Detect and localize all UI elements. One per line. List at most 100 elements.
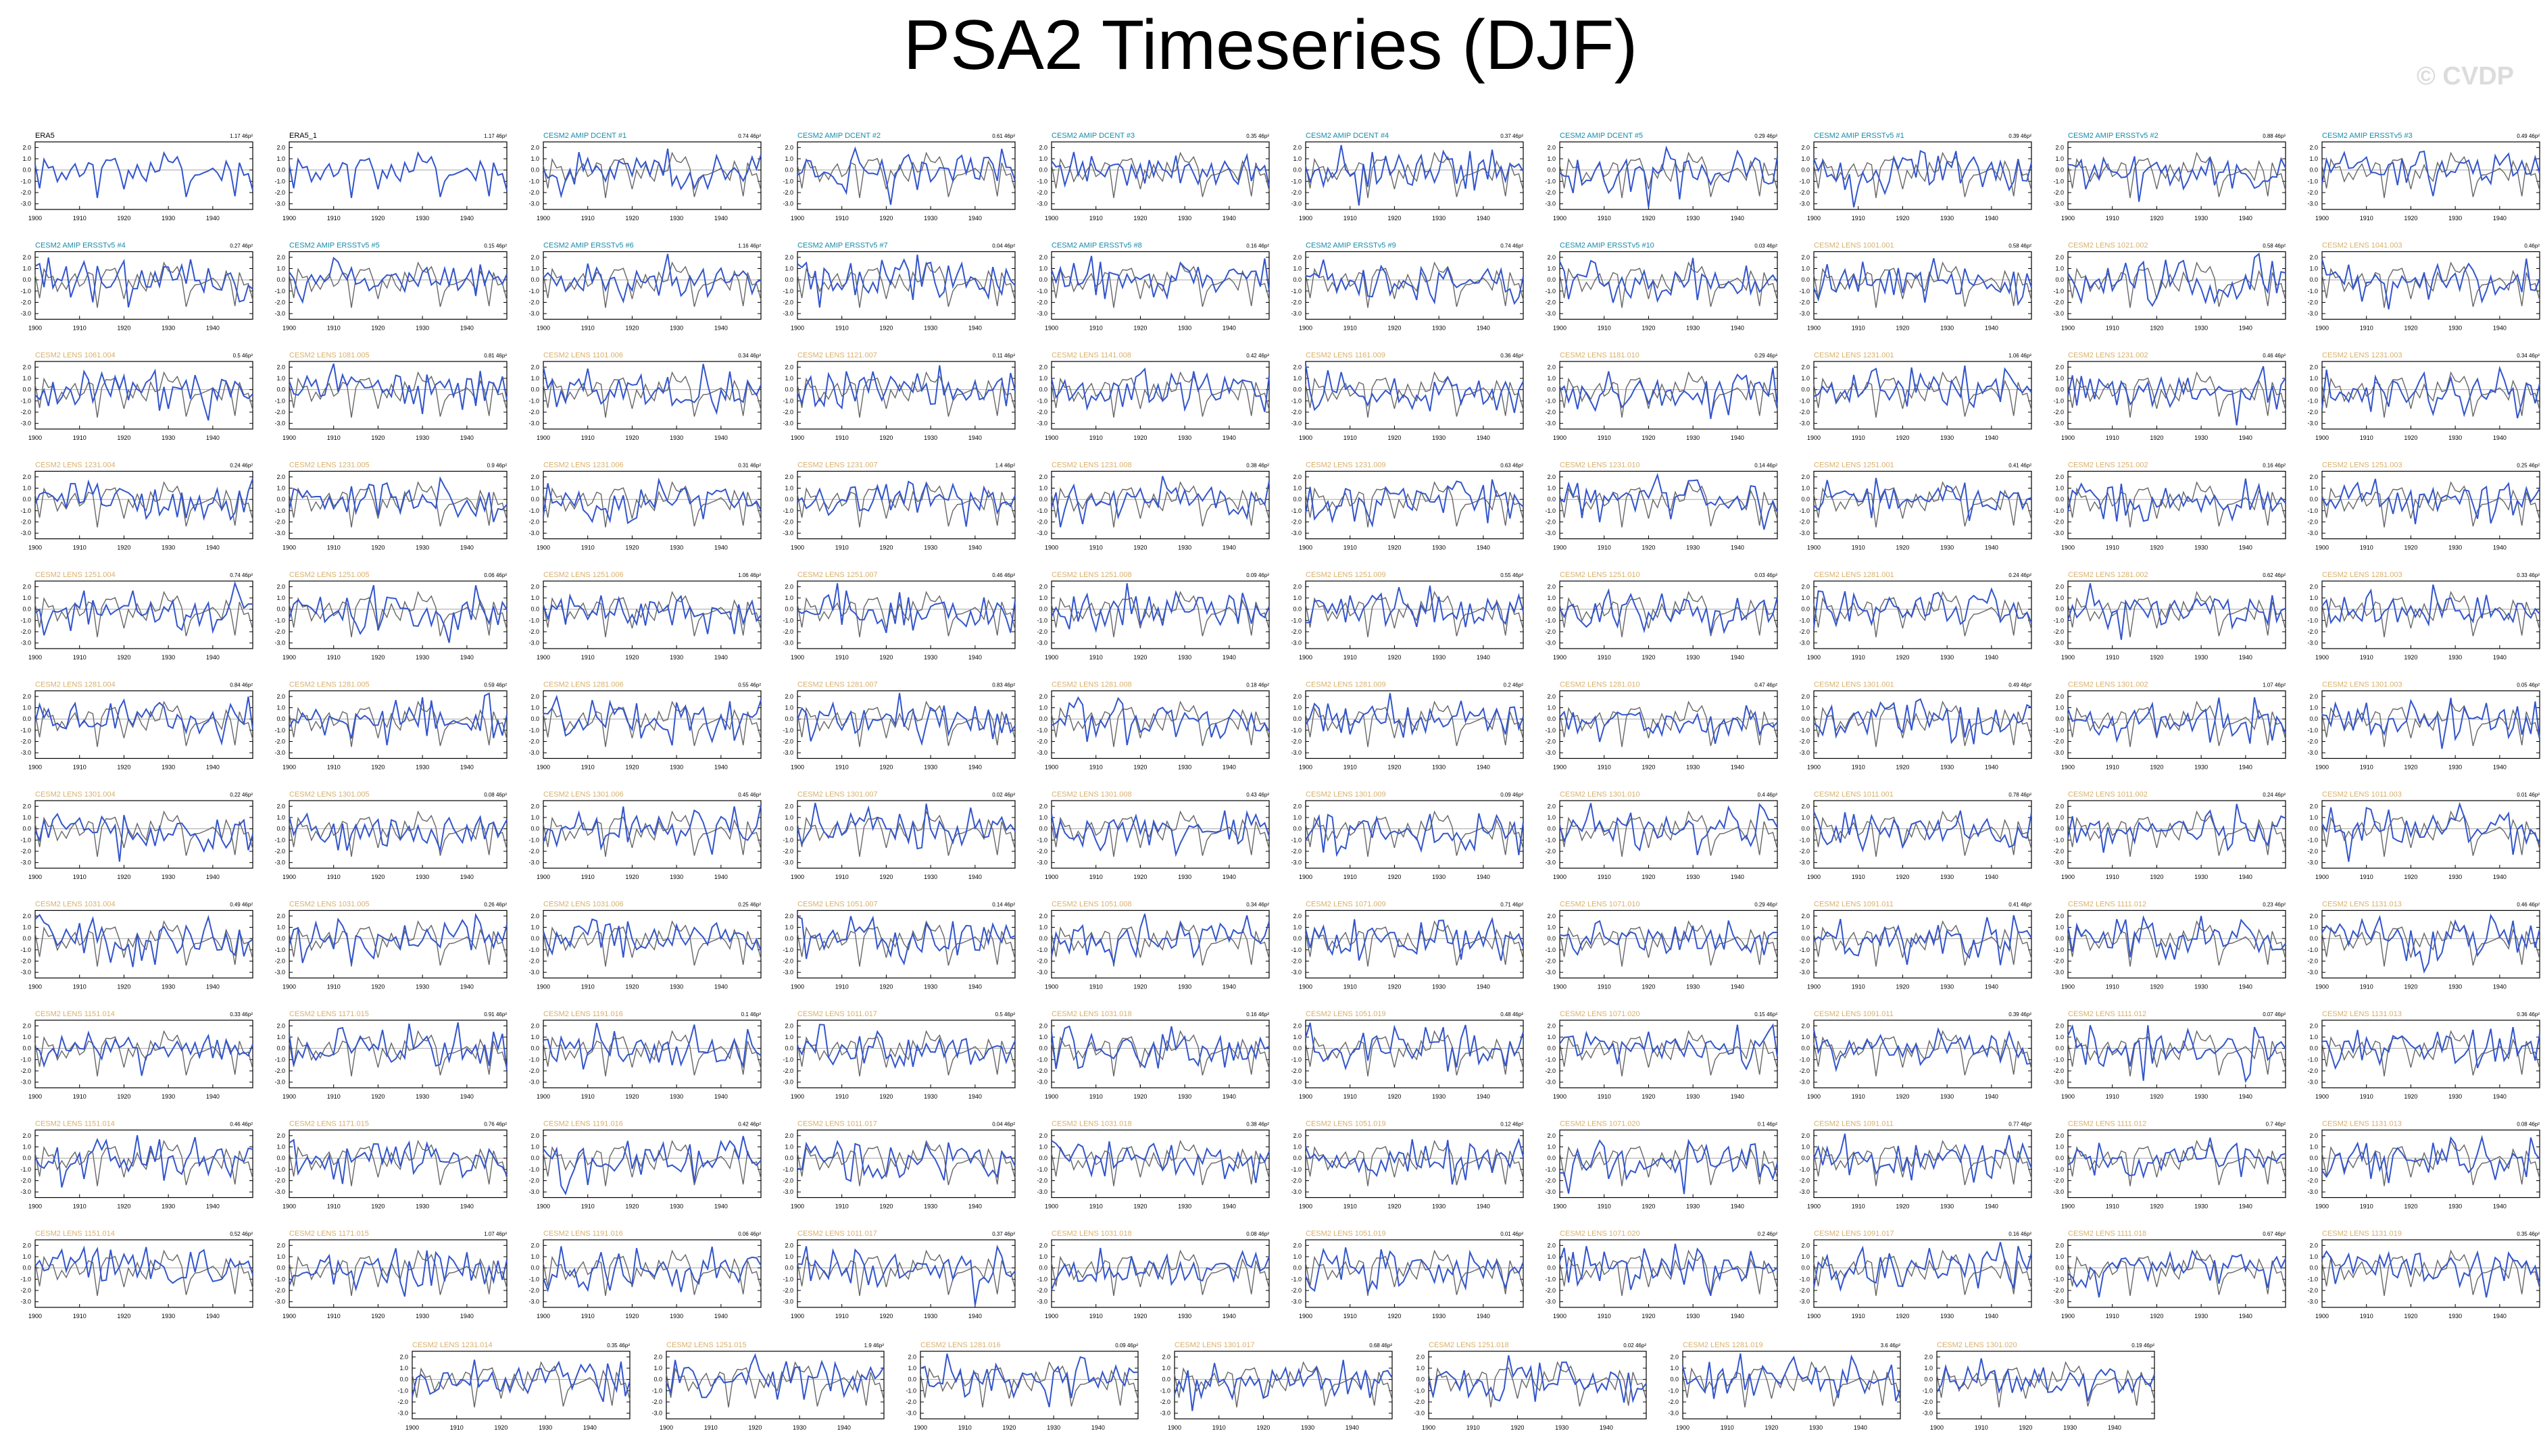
observed-series-line <box>1305 480 1524 528</box>
y-tick-label: 2.0 <box>1547 583 1556 590</box>
y-tick-label: 1.0 <box>1293 1253 1302 1260</box>
observed-series-line <box>1682 1361 1901 1408</box>
simulated-series-line <box>543 1136 762 1196</box>
x-tick-label: 1900 <box>1045 434 1058 441</box>
y-tick-label: -2.0 <box>1291 738 1302 745</box>
panel-frame <box>1051 251 1270 320</box>
panel-title: CESM2 LENS 1301.003 <box>2322 681 2402 689</box>
y-tick-label: -2.0 <box>1037 189 1047 196</box>
x-tick-label: 1930 <box>1940 984 1954 990</box>
x-tick-label: 1920 <box>371 545 385 551</box>
y-tick-label: -1.0 <box>1037 1276 1047 1282</box>
x-tick-label: 1900 <box>282 874 296 880</box>
x-tick-label: 1930 <box>416 434 429 441</box>
x-tick-label: 1930 <box>670 1203 683 1210</box>
y-tick-label: -3.0 <box>397 1410 408 1417</box>
x-tick-label: 1900 <box>791 434 804 441</box>
simulated-series-line <box>1305 916 1524 961</box>
panel-variance-label: 0.46p² <box>2524 243 2540 249</box>
y-tick-label: 2.0 <box>1039 1022 1047 1029</box>
panel-title: CESM2 LENS 1031.018 <box>1052 1010 1132 1018</box>
x-tick-label: 1940 <box>968 1203 982 1210</box>
y-tick-label: -1.0 <box>783 617 793 624</box>
y-tick-label: -3.0 <box>1545 1188 1556 1195</box>
y-tick-label: 0.0 <box>22 167 31 174</box>
y-tick-label: 0.0 <box>1801 606 1810 613</box>
observed-series-line <box>797 700 1016 747</box>
x-tick-label: 1920 <box>371 764 385 771</box>
x-tick-label: 1920 <box>879 984 893 990</box>
x-tick-label: 1940 <box>968 874 982 880</box>
x-tick-label: 1910 <box>73 1313 87 1320</box>
x-tick-label: 1900 <box>537 874 550 880</box>
y-tick-label: 1.0 <box>1547 155 1556 162</box>
y-tick-label: 2.0 <box>908 1353 916 1360</box>
y-tick-label: 2.0 <box>785 1022 793 1029</box>
panel-variance-label: 0.29 46p² <box>1754 133 1777 139</box>
y-tick-label: 2.0 <box>2309 254 2318 261</box>
simulated-series-line <box>1813 1027 2032 1072</box>
y-tick-label: 0.0 <box>2055 1265 2064 1272</box>
x-tick-label: 1940 <box>2239 764 2252 771</box>
x-tick-label: 1930 <box>1940 1203 1954 1210</box>
panel-variance-label: 0.78 46p² <box>2008 792 2031 798</box>
panel-title: CESM2 LENS 1151.014 <box>35 1230 115 1238</box>
x-tick-label: 1920 <box>371 654 385 661</box>
y-tick-label: 0.0 <box>276 716 285 722</box>
observed-series-line <box>1813 1139 2032 1186</box>
panel-title: CESM2 AMIP ERSSTv5 #8 <box>1052 242 1142 250</box>
x-tick-label: 1920 <box>371 325 385 332</box>
x-tick-label: 1900 <box>1299 984 1312 990</box>
y-tick-label: 0.0 <box>2309 167 2318 174</box>
y-tick-label: -1.0 <box>1291 1166 1302 1173</box>
y-tick-label: 0.0 <box>785 167 793 174</box>
x-tick-label: 1920 <box>1133 1313 1147 1320</box>
x-tick-label: 1920 <box>117 325 130 332</box>
observed-series-line <box>1559 371 1778 418</box>
x-tick-label: 1920 <box>879 1313 893 1320</box>
y-tick-label: 2.0 <box>1293 1132 1302 1139</box>
y-tick-label: 2.0 <box>1039 803 1047 809</box>
x-tick-label: 1910 <box>958 1424 972 1431</box>
x-tick-label: 1930 <box>1686 1093 1700 1100</box>
x-tick-label: 1910 <box>2360 545 2373 551</box>
simulated-series-line <box>797 146 1016 205</box>
simulated-series-line <box>1813 478 2032 522</box>
panel-title: CESM2 LENS 1071.020 <box>1560 1010 1640 1018</box>
y-tick-label: -2.0 <box>1291 848 1302 855</box>
simulated-series-line <box>1305 479 1524 528</box>
y-tick-label: 0.0 <box>22 606 31 613</box>
x-tick-label: 1920 <box>1387 654 1401 661</box>
panel-variance-label: 0.36 46p² <box>1500 353 1523 359</box>
x-tick-label: 1920 <box>2150 434 2163 441</box>
y-tick-label: -1.0 <box>906 1387 916 1394</box>
panel-variance-label: 0.74 46p² <box>1500 243 1523 249</box>
y-tick-label: -1.0 <box>2307 1166 2318 1173</box>
panel-variance-label: 0.02 46p² <box>1623 1342 1646 1349</box>
y-tick-label: -2.0 <box>1799 519 1810 526</box>
y-tick-label: 0.0 <box>1293 826 1302 832</box>
simulated-series-line <box>543 363 762 416</box>
panel-title: CESM2 LENS 1301.017 <box>1175 1341 1255 1349</box>
y-tick-label: 1.0 <box>2055 924 2064 931</box>
observed-series-line <box>543 1249 762 1297</box>
y-tick-label: 1.0 <box>1293 595 1302 601</box>
y-tick-label: -3.0 <box>1799 859 1810 866</box>
x-tick-label: 1920 <box>879 874 893 880</box>
x-tick-label: 1910 <box>835 764 849 771</box>
y-tick-label: 0.0 <box>531 826 539 832</box>
x-tick-label: 1910 <box>704 1424 718 1431</box>
panel-variance-label: 0.04 46p² <box>992 1122 1015 1128</box>
y-tick-label: 0.0 <box>1039 167 1047 174</box>
x-tick-label: 1940 <box>1600 1424 1613 1431</box>
y-tick-label: -1.0 <box>1799 727 1810 734</box>
y-tick-label: 1.0 <box>2055 485 2064 492</box>
x-tick-label: 1930 <box>1809 1424 1823 1431</box>
y-tick-label: 0.0 <box>1293 606 1302 613</box>
simulated-series-line <box>1559 257 1778 303</box>
y-tick-label: 1.0 <box>1801 375 1810 382</box>
y-tick-label: -2.0 <box>274 738 285 745</box>
